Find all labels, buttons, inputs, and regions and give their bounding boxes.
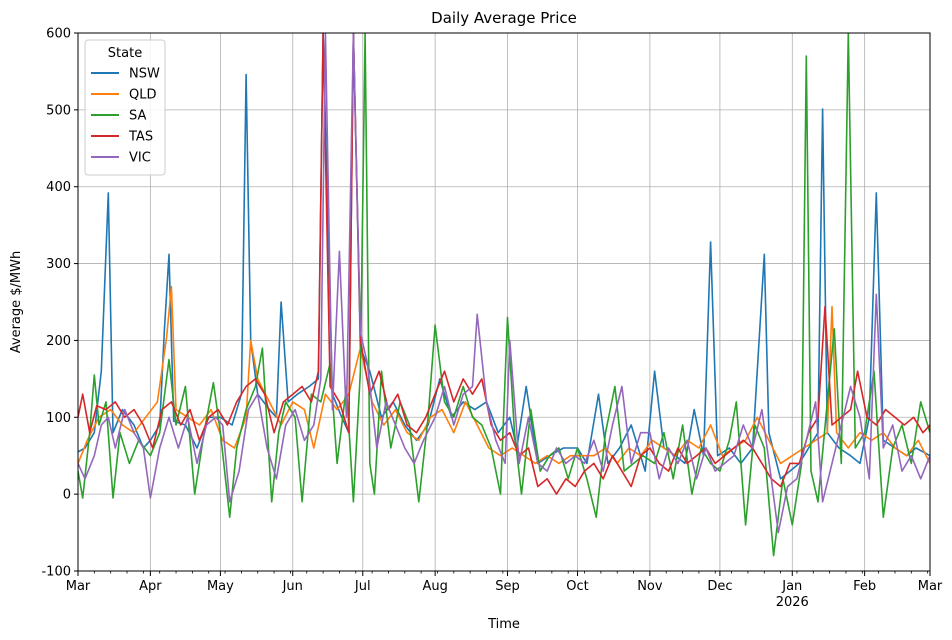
y-tick-label: 400	[46, 180, 71, 195]
x-tick-label: Apr	[139, 579, 162, 594]
legend: State NSW QLD SA TAS VIC	[84, 39, 166, 176]
y-axis: -100 0 100 200 300 400 500 600	[41, 27, 78, 580]
series-line-tas	[78, 33, 930, 495]
y-tick-label: 500	[46, 103, 71, 118]
x-tick-label: Nov	[637, 579, 663, 594]
x-tick-label: Mar	[66, 579, 91, 594]
legend-label-nsw: NSW	[129, 67, 160, 82]
x-tick-label: May	[207, 579, 234, 594]
x-tick-label: Jun	[282, 579, 303, 594]
y-tick-label: 0	[63, 488, 71, 503]
legend-label-qld: QLD	[129, 88, 157, 103]
y-axis-label: Average $/MWh	[9, 251, 24, 353]
y-tick-label: 300	[46, 257, 71, 272]
x-tick-label: Sep	[495, 579, 520, 594]
x-tick-label: Jan	[781, 579, 802, 594]
series-line-vic	[78, 33, 930, 534]
y-tick-label: -100	[41, 565, 71, 580]
legend-title: State	[108, 46, 142, 61]
y-tick-label: 200	[46, 334, 71, 349]
plot-frame	[77, 32, 931, 572]
y-tick-label: 100	[46, 411, 71, 426]
x-tick-label: Dec	[707, 579, 732, 594]
x-tick-label: Mar	[918, 579, 943, 594]
series-line-sa	[78, 33, 930, 557]
series-layer	[78, 33, 930, 557]
legend-label-sa: SA	[129, 109, 146, 124]
x-tick-label: Jul	[354, 579, 371, 594]
y-tick-label: 600	[46, 27, 71, 42]
x-tick-sublabel: 2026	[776, 595, 809, 610]
legend-label-vic: VIC	[129, 151, 151, 166]
x-axis-label: Time	[487, 617, 520, 632]
chart-title: Daily Average Price	[431, 9, 577, 27]
legend-label-tas: TAS	[128, 130, 153, 145]
series-line-nsw	[78, 33, 930, 480]
x-tick-label: Feb	[853, 579, 876, 594]
x-tick-label: Aug	[422, 579, 447, 594]
series-line-qld	[78, 285, 930, 465]
x-tick-label: Oct	[566, 579, 588, 594]
